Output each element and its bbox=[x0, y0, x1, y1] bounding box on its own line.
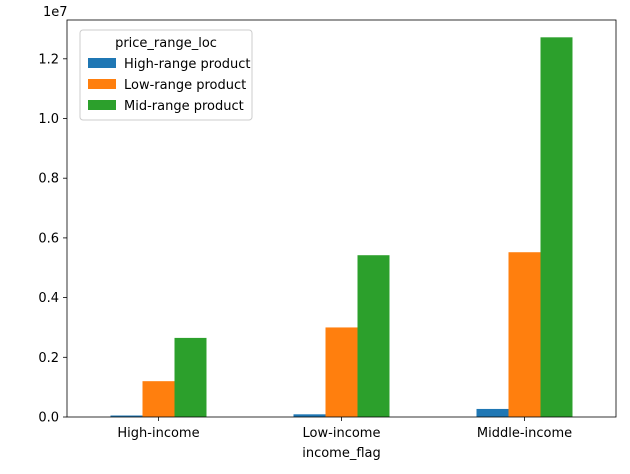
y-tick-label: 0.4 bbox=[38, 291, 59, 306]
y-tick-label: 0.2 bbox=[38, 351, 59, 366]
y-tick-label: 0.8 bbox=[38, 172, 59, 187]
legend-swatch bbox=[88, 58, 116, 68]
bar-0-1 bbox=[293, 414, 326, 417]
x-ticks: High-income Low-income Middle-income bbox=[117, 417, 572, 441]
legend-swatch bbox=[88, 100, 116, 110]
x-tick-label: Middle-income bbox=[477, 426, 572, 441]
bar-1-0 bbox=[142, 381, 175, 417]
bar-0-0 bbox=[110, 415, 143, 417]
legend-items: High-range product Low-range product Mid-r… bbox=[88, 57, 251, 114]
legend: price_range_loc High-range product Low-ra… bbox=[79, 29, 253, 121]
y-tick-label: 1.0 bbox=[38, 112, 59, 127]
y-tick-label: 0.6 bbox=[38, 231, 59, 246]
y-tick-label: 1.2 bbox=[38, 52, 59, 67]
bar-0-2 bbox=[476, 408, 509, 417]
legend-title: price_range_loc bbox=[115, 36, 217, 51]
legend-box bbox=[79, 29, 253, 121]
x-axis-label: income_flag bbox=[302, 446, 381, 461]
legend-label: Mid-range product bbox=[124, 99, 244, 114]
bar-1-1 bbox=[325, 327, 358, 417]
bars-layer bbox=[110, 37, 573, 418]
legend-swatch bbox=[88, 79, 116, 89]
bar-2-1 bbox=[357, 255, 390, 417]
x-tick-label: High-income bbox=[117, 426, 199, 441]
y-tick-label: 0.0 bbox=[38, 411, 59, 426]
y-axis-exponent-label: 1e7 bbox=[43, 5, 68, 20]
y-ticks: 0.0 0.2 0.4 0.6 0.8 1.0 1.2 bbox=[38, 52, 67, 426]
bar-1-2 bbox=[508, 252, 541, 417]
bar-2-0 bbox=[174, 337, 207, 417]
legend-label: Low-range product bbox=[124, 78, 246, 93]
bar-2-2 bbox=[540, 37, 573, 418]
legend-label: High-range product bbox=[124, 57, 251, 72]
x-tick-label: Low-income bbox=[303, 426, 381, 441]
